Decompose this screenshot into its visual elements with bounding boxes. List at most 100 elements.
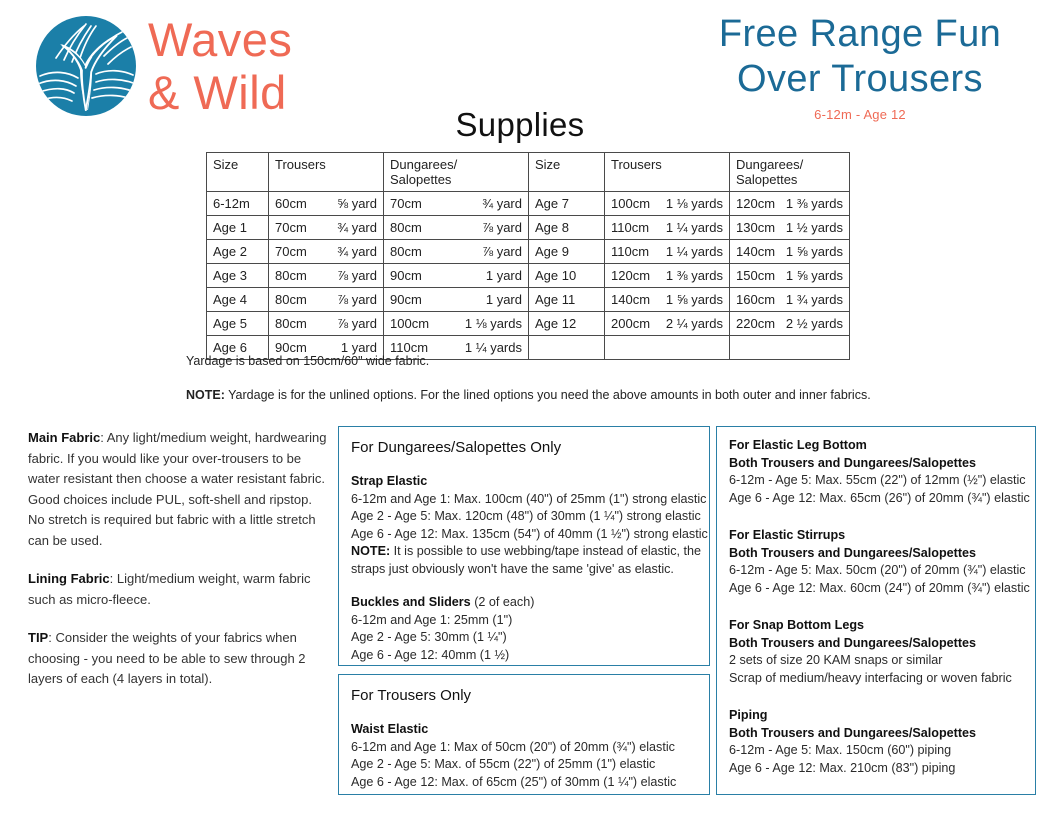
option-group: For Elastic Stirrups Both Trousers and Du… [729,527,1030,597]
pattern-title-line2: Over Trousers [737,58,983,100]
cell-size-2: Age 7 [528,191,605,216]
option-group-line: Scrap of medium/heavy interfacing or wov… [729,670,1012,685]
pattern-title: Free Range Fun Over Trousers 6-12m - Age… [700,12,1020,122]
table-row: Age 1 70cm ¾ yard 80cm ⅞ yard Age 8 110cm 1 ¼ y… [206,215,850,240]
option-group-heading: For Elastic Stirrups [729,528,846,542]
option-group-line: Age 6 - Age 12: Max. 60cm (24") of 20mm … [729,580,1030,595]
strap-elastic-group: Strap Elastic 6-12m and Age 1: Max. 100c… [351,473,708,578]
option-group-line: 6-12m - Age 5: Max. 50cm (20") of 20mm (… [729,563,1026,577]
pattern-size-range: 6-12m - Age 12 [814,107,906,122]
cell-trousers-2: 100cm 1 ⅛ yards [604,191,730,216]
page-header: Waves & Wild Free Range Fun Over Trouser… [0,0,1056,140]
cell-trousers-2: 140cm 1 ⅝ yards [604,287,730,312]
lining-fabric-label: Lining Fabric [28,571,110,586]
pattern-title-line1: Free Range Fun [718,13,1002,55]
option-group-subheading: Both Trousers and Dungarees/Salopettes [729,545,977,560]
header-size-right: Size [528,152,605,192]
main-fabric-text: : Any light/medium weight, hardwearing f… [28,430,327,548]
main-fabric-note: Main Fabric: Any light/medium weight, ha… [28,428,328,551]
strap-note-label: NOTE: [351,544,391,558]
cell-dungarees-2: 220cm 2 ½ yards [729,311,850,336]
cell-size: Age 6 [206,335,269,360]
cell-trousers-2 [604,335,730,360]
tip-note: TIP: Consider the weights of your fabric… [28,628,328,690]
table-row: Age 6 90cm 1 yard 110cm 1 ¼ yards [206,335,850,360]
header-size-left: Size [206,152,269,192]
note-lined-text: Yardage is for the unlined options. For … [224,388,871,402]
option-group-line: 6-12m - Age 5: Max. 150cm (60") piping [729,743,952,757]
waist-elastic-line: Age 2 - Age 5: Max. of 55cm (22") of 25m… [351,757,656,771]
option-group-subheading: Both Trousers and Dungarees/Salopettes [729,455,977,470]
option-group-subheading: Both Trousers and Dungarees/Salopettes [729,635,977,650]
option-group-line: 2 sets of size 20 KAM snaps or similar [729,653,943,667]
note-lined-options: NOTE: Yardage is for the unlined options… [186,388,871,402]
option-group-heading: For Elastic Leg Bottom [729,438,867,452]
cell-trousers-2: 110cm 1 ¼ yards [604,215,730,240]
dungarees-only-box: For Dungarees/Salopettes Only Strap Elas… [338,426,710,666]
cell-size: Age 5 [206,311,269,336]
option-group-subheading: Both Trousers and Dungarees/Salopettes [729,725,977,740]
cell-trousers: 80cm ⅞ yard [268,311,384,336]
waist-elastic-line: Age 6 - Age 12: Max. of 65cm (25") of 30… [351,774,677,789]
page-title-text: Supplies [455,106,585,143]
option-group-line: Age 6 - Age 12: Max. 210cm (83") piping [729,760,956,775]
strap-note-text1: It is possible to use webbing/tape inste… [390,544,702,558]
table-row: 6-12m 60cm ⅝ yard 70cm ¾ yard Age 7 100cm 1 ⅛ y… [206,191,850,216]
cell-dungarees: 80cm ⅞ yard [383,239,529,264]
cell-size: Age 1 [206,215,269,240]
cell-trousers: 80cm ⅞ yard [268,287,384,312]
trousers-only-box: For Trousers Only Waist Elastic 6-12m an… [338,674,710,795]
cell-size: Age 3 [206,263,269,288]
cell-size-2: Age 11 [528,287,605,312]
yardage-table-wrap: Size Trousers Dungarees/Salopettes Size Trou… [206,152,850,360]
cell-trousers-2: 120cm 1 ⅜ yards [604,263,730,288]
waist-elastic-line: 6-12m and Age 1: Max of 50cm (20") of 20… [351,739,675,754]
cell-trousers: 70cm ¾ yard [268,215,384,240]
trousers-box-title: For Trousers Only [351,687,472,704]
cell-trousers: 70cm ¾ yard [268,239,384,264]
cell-size-2: Age 10 [528,263,605,288]
yardage-table: Size Trousers Dungarees/Salopettes Size Trou… [206,152,850,360]
cell-trousers: 90cm 1 yard [268,335,384,360]
cell-trousers-2: 110cm 1 ¼ yards [604,239,730,264]
header-trousers-right: Trousers [604,152,730,192]
brand-name: Waves & Wild [148,16,292,116]
option-group-line: 6-12m - Age 5: Max. 55cm (22") of 12mm (… [729,473,1026,487]
table-row: Age 3 80cm ⅞ yard 90cm 1 yard Age 10 120cm 1 ⅜ … [206,263,850,288]
note-yardage-basis: Yardage is based on 150cm/60" wide fabri… [186,354,430,368]
main-fabric-label: Main Fabric [28,430,101,445]
header-trousers-left: Trousers [268,152,384,192]
strap-elastic-line: Age 2 - Age 5: Max. 120cm (48") of 30mm … [351,509,701,523]
lining-fabric-text: : Light/medium weight, warm fabric such … [28,571,311,607]
tip-text: : Consider the weights of your fabrics w… [28,630,306,686]
cell-trousers: 60cm ⅝ yard [268,191,384,216]
header-dungarees-right: Dungarees/Salopettes [729,152,850,192]
cell-size: Age 4 [206,287,269,312]
note-lined-label: NOTE: [186,388,225,402]
cell-dungarees: 80cm ⅞ yard [383,215,529,240]
cell-size-2: Age 8 [528,215,605,240]
fabric-notes-column: Main Fabric: Any light/medium weight, ha… [28,428,328,690]
buckles-line: Age 6 - Age 12: 40mm (1 ½) [351,647,510,662]
option-group-heading: For Snap Bottom Legs [729,618,865,632]
strap-elastic-line: 6-12m and Age 1: Max. 100cm (40") of 25m… [351,491,707,506]
option-group-heading: Piping [729,708,768,722]
strap-elastic-note-line1: NOTE: It is possible to use webbing/tape… [351,543,701,561]
cell-size: 6-12m [206,191,269,216]
cell-size-2: Age 12 [528,311,605,336]
cell-dungarees-2 [729,335,850,360]
option-group-line: Age 6 - Age 12: Max. 65cm (26") of 20mm … [729,490,1030,505]
buckles-line: Age 2 - Age 5: 30mm (1 ¼") [351,630,507,644]
header-dungarees-left: Dungarees/Salopettes [383,152,529,192]
cell-trousers: 80cm ⅞ yard [268,263,384,288]
strap-elastic-line: Age 6 - Age 12: Max. 135cm (54") of 40mm… [351,526,708,541]
waist-elastic-heading: Waist Elastic [351,722,429,736]
cell-size: Age 2 [206,239,269,264]
table-row: Age 4 80cm ⅞ yard 90cm 1 yard Age 11 140cm 1 ⅝ … [206,287,850,312]
strap-elastic-heading: Strap Elastic [351,474,428,488]
buckles-heading: Buckles and Sliders [351,595,471,609]
tip-label: TIP [28,630,49,645]
cell-dungarees: 100cm 1 ⅛ yards [383,311,529,336]
cell-dungarees: 90cm 1 yard [383,263,529,288]
options-box: For Elastic Leg Bottom Both Trousers and … [716,426,1036,795]
